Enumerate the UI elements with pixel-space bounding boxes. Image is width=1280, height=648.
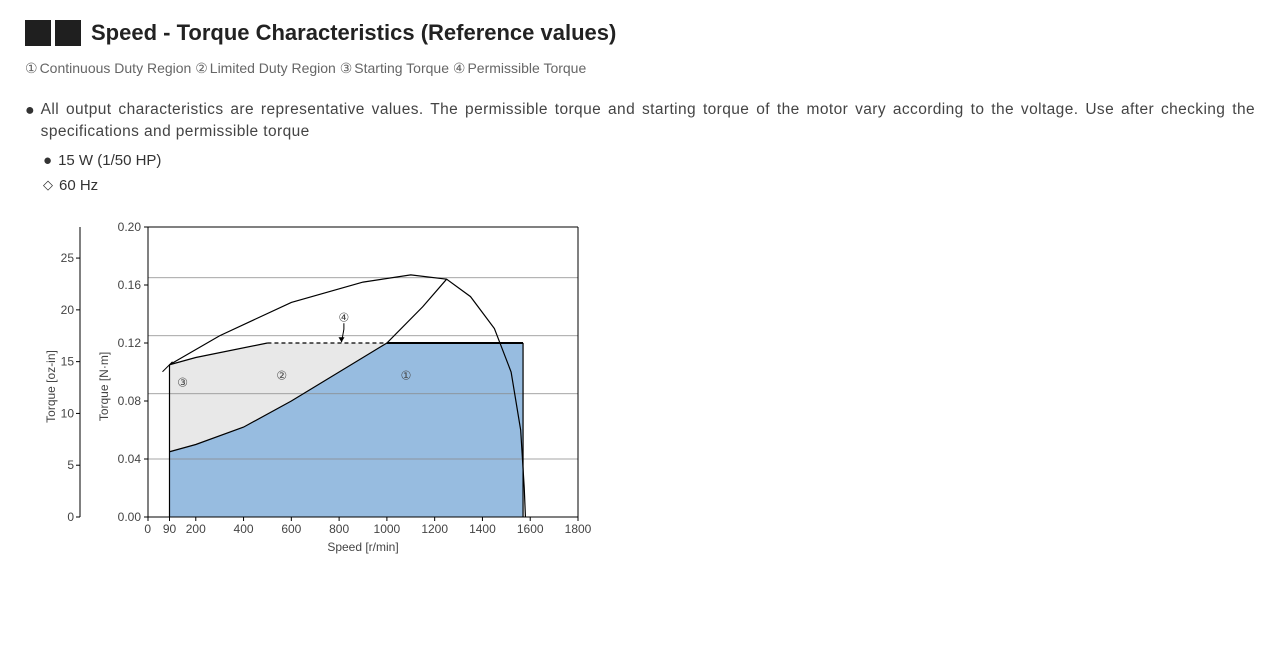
x-tick: 1400 (469, 522, 496, 536)
y-tick-nm: 0.20 (118, 220, 142, 234)
y-tick-nm: 0.08 (118, 394, 142, 408)
legend-num: ① (25, 60, 38, 77)
title-box-2 (55, 20, 81, 46)
x-label: Speed [r/min] (327, 540, 398, 554)
y-tick-nm: 0.12 (118, 336, 142, 350)
description: ● All output characteristics are represe… (25, 99, 1255, 144)
annotation-region4: ④ (339, 310, 350, 324)
power-label: ● 15 W (1/50 HP) (43, 152, 1255, 169)
power-text: 15 W (1/50 HP) (58, 152, 161, 169)
y-tick-nm: 0.00 (118, 510, 142, 524)
speed-torque-chart: 0.00 0.04 0.08 0.12 0.16 0.20 Torque [N·m] 0 5 10… (43, 212, 603, 572)
annotation-region2: ② (276, 368, 287, 382)
x-tick: 90 (163, 522, 177, 536)
annotation-region3: ③ (177, 375, 188, 389)
legend-label: Continuous Duty Region (40, 60, 196, 76)
x-tick: 1200 (421, 522, 448, 536)
legend-num: ④ (453, 60, 466, 77)
annotation-region1: ① (401, 368, 412, 382)
legend-label: Starting Torque (354, 60, 453, 76)
y-label-nm: Torque [N·m] (97, 352, 111, 421)
x-tick: 1000 (374, 522, 401, 536)
x-tick: 1600 (517, 522, 544, 536)
y-tick-nm: 0.16 (118, 278, 142, 292)
x-tick: 0 (144, 522, 151, 536)
x-tick: 600 (281, 522, 301, 536)
freq-label: ◇ 60 Hz (43, 177, 1255, 194)
title-text: Speed - Torque Characteristics (Referenc… (91, 20, 616, 46)
x-tick: 200 (186, 522, 206, 536)
legend-num: ③ (340, 60, 353, 77)
y-tick-ozin: 20 (61, 303, 75, 317)
legend-num: ② (195, 60, 208, 77)
y-tick-ozin: 5 (67, 458, 74, 472)
title-box-1 (25, 20, 51, 46)
y-tick-ozin: 15 (61, 355, 75, 369)
legend-row: ①Continuous Duty Region ②Limited Duty Re… (25, 60, 1255, 77)
x-tick: 800 (329, 522, 349, 536)
y-tick-ozin: 0 (67, 510, 74, 524)
x-tick: 1800 (565, 522, 592, 536)
x-tick: 400 (234, 522, 254, 536)
legend-label: Permissible Torque (467, 60, 590, 76)
section-title: Speed - Torque Characteristics (Referenc… (25, 20, 1255, 46)
description-text: All output characteristics are represent… (41, 99, 1255, 144)
freq-text: 60 Hz (59, 177, 98, 194)
legend-label: Limited Duty Region (210, 60, 340, 76)
bullet-icon: ● (43, 152, 52, 169)
y-tick-ozin: 25 (61, 251, 75, 265)
diamond-icon: ◇ (43, 177, 53, 193)
y-label-ozin: Torque [oz-in] (44, 350, 58, 423)
bullet-icon: ● (25, 99, 35, 122)
y-tick-ozin: 10 (61, 406, 75, 420)
y-tick-nm: 0.04 (118, 452, 142, 466)
